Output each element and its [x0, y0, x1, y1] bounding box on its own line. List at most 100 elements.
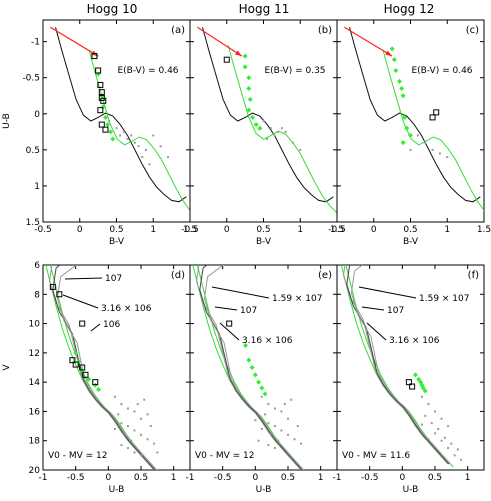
square-star-point — [405, 379, 412, 386]
member-star-point — [422, 388, 428, 394]
square-star-point — [98, 89, 105, 96]
x-tick-label: 0.5 — [256, 225, 270, 235]
panel-e: -1 -0.5 0 0.5 1 U-B 1.59 × 107 107 3.16 × 106 V0 … — [186, 264, 338, 495]
panel-label: (c) — [466, 25, 479, 36]
gray-star-point — [430, 422, 433, 425]
x-tick-label: 0.5 — [428, 473, 442, 483]
y-tick-label: 16 — [29, 407, 41, 417]
distance-modulus-annotation: V0 - MV = 12 — [48, 451, 108, 461]
gray-star-point — [453, 454, 456, 457]
member-star-point — [102, 114, 108, 120]
panel-label: (d) — [171, 270, 185, 281]
y-tick-label: 20 — [29, 466, 41, 476]
gray-star-point — [291, 141, 294, 144]
gray-star-point — [267, 444, 270, 447]
isochrone-label-pointer — [361, 306, 385, 311]
panel-label: (e) — [318, 270, 332, 281]
isochrone-age-label: 3.16 × 106 — [242, 336, 293, 346]
gray-star-point — [117, 413, 120, 416]
zams-line — [196, 265, 305, 470]
x-axis-label: U-B — [109, 485, 125, 495]
member-star-point — [408, 132, 413, 138]
y-tick-label: -0.5 — [22, 74, 40, 84]
x-tick-label: 1.5 — [477, 225, 491, 235]
gray-star-point — [143, 398, 146, 401]
gray-star-point — [146, 438, 149, 441]
isochrone-age-label: 106 — [103, 320, 120, 330]
gray-star-point — [280, 429, 283, 432]
panel-frame — [336, 264, 485, 471]
member-star-point — [110, 136, 116, 142]
gray-star-point — [280, 127, 283, 130]
y-tick-label: 6 — [34, 261, 40, 271]
x-tick-label: 0.5 — [281, 473, 295, 483]
x-tick-label: 0 — [224, 225, 230, 235]
isochrone-line — [195, 265, 302, 470]
isochrone-label-pointer — [219, 322, 240, 341]
gray-star-point — [136, 403, 139, 406]
isochrone-age-label: 107 — [240, 306, 257, 316]
isochrone-label-pointer — [62, 294, 99, 309]
x-tick-label: 1.5 — [183, 225, 197, 235]
plot-area — [340, 265, 463, 468]
isochrone-line — [350, 265, 451, 465]
x-axis-label: B-V — [403, 237, 419, 247]
gray-star-point — [267, 403, 270, 406]
gray-star-point — [300, 442, 303, 445]
member-star-point — [257, 125, 263, 131]
square-star-point — [100, 97, 107, 104]
x-axis-label: B-V — [109, 237, 125, 247]
title-hogg-12: Hogg 12 — [384, 2, 435, 16]
x-tick-label: -0.5 — [181, 225, 199, 235]
distance-modulus-annotation: V0 - MV = 12 — [195, 451, 255, 461]
square-star-point — [92, 379, 99, 386]
x-tick-label: 0.5 — [109, 225, 123, 235]
gray-star-point — [447, 425, 450, 428]
gray-star-point — [260, 395, 263, 398]
member-star-point — [73, 350, 79, 356]
gray-star-point — [257, 439, 260, 442]
square-star-point — [223, 56, 230, 63]
x-tick-label: -0.5 — [361, 473, 379, 483]
isochrone-age-label: 107 — [387, 306, 404, 316]
member-star-point — [393, 68, 399, 73]
gray-star-point — [108, 120, 111, 122]
title-hogg-11: Hogg 11 — [239, 2, 290, 16]
y-tick-label: -1 — [31, 38, 40, 48]
isochrone-age-label: 107 — [105, 274, 122, 284]
x-axis-label: U-B — [403, 485, 419, 495]
square-star-point — [79, 320, 86, 327]
gray-star-point — [166, 156, 169, 159]
gray-star-point — [126, 447, 129, 450]
gray-star-point — [153, 442, 156, 445]
gray-star-point — [424, 414, 427, 417]
member-star-point — [246, 86, 252, 92]
gray-star-point — [409, 148, 412, 151]
gray-star-point — [120, 422, 123, 425]
x-tick-label: 0 — [105, 473, 111, 483]
x-tick-label: 0 — [371, 225, 377, 235]
gray-star-point — [447, 447, 450, 450]
member-star-point — [246, 75, 252, 81]
x-tick-label: 0 — [252, 473, 258, 483]
x-tick-label: -0.5 — [328, 225, 346, 235]
isochrone-label-pointer — [366, 322, 387, 341]
x-tick-label: 1 — [444, 225, 450, 235]
panel-c: -0.5 0 0.5 1 1.5 B-V E(B-V) = 0.46 (c) — [328, 19, 491, 247]
gray-star-point — [443, 436, 446, 439]
reddening-arrowhead — [235, 50, 242, 57]
gray-star-point — [119, 134, 122, 137]
gray-star-point — [123, 432, 126, 435]
intrinsic-sequence-line — [55, 27, 187, 203]
y-tick-label: 10 — [29, 320, 41, 330]
gray-star-point — [420, 395, 423, 398]
distance-modulus-annotation: V0 - MV = 11.6 — [342, 451, 410, 461]
y-axis-label: U-B — [2, 113, 12, 129]
gray-star-point — [273, 134, 276, 137]
gray-star-point — [440, 439, 443, 442]
x-tick-label: 1 — [465, 473, 471, 483]
gray-star-point — [133, 451, 136, 454]
gray-star-point — [113, 428, 116, 430]
gray-star-point — [137, 145, 140, 148]
